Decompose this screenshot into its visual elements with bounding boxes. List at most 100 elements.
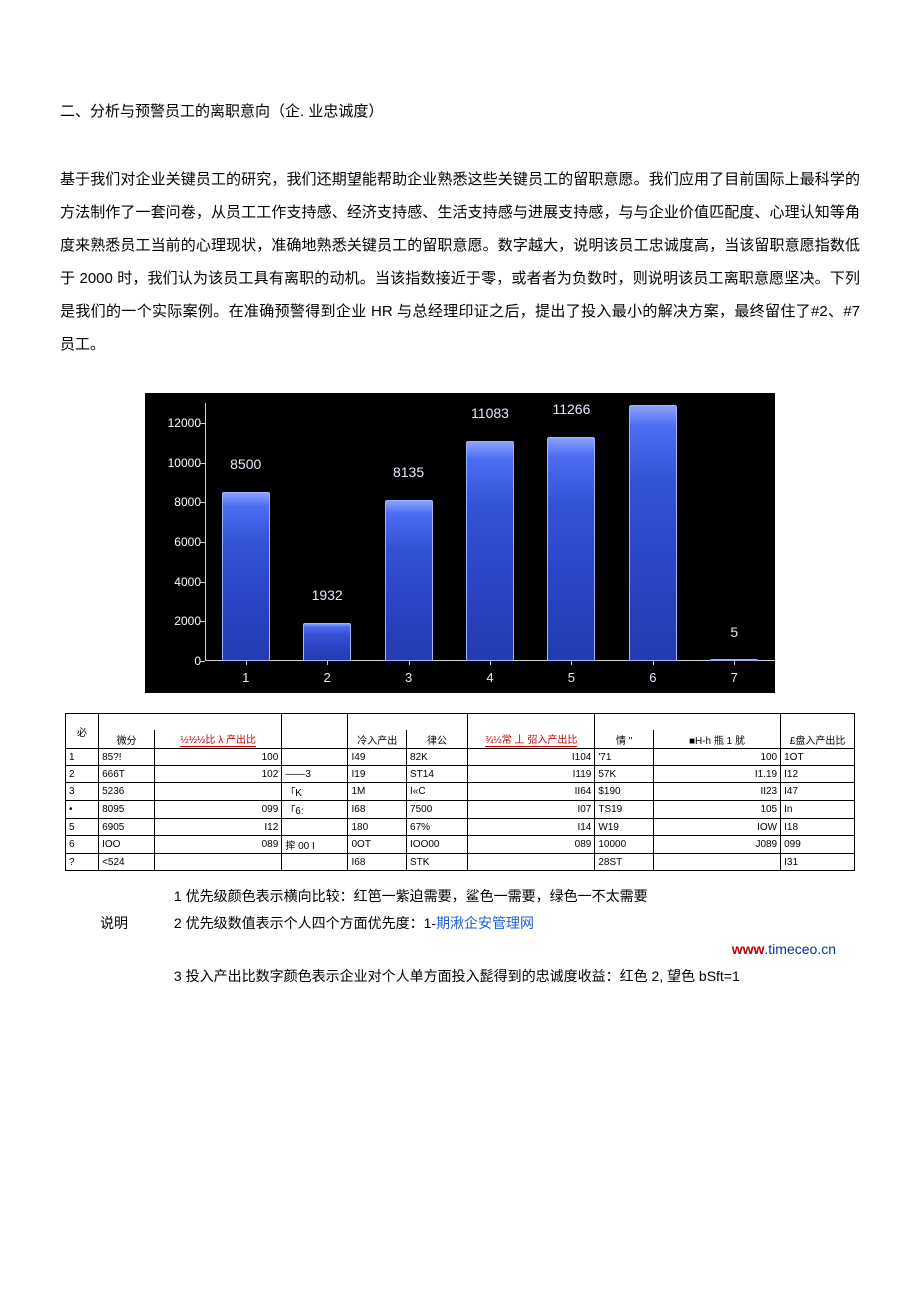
chart-bar xyxy=(385,500,433,661)
table-cell: 099 xyxy=(781,836,855,854)
table-row: •8095099「6:I687500I07TS19105In xyxy=(66,801,855,819)
chart-bar xyxy=(303,623,351,661)
table-cell: 67% xyxy=(407,819,468,836)
table-cell: ST14 xyxy=(407,766,468,783)
table-cell: $190 xyxy=(595,783,654,801)
table-cell: I68 xyxy=(348,801,407,819)
table-cell: J089 xyxy=(653,836,780,854)
chart-bar-value: 8500 xyxy=(230,456,261,474)
analysis-data-table: 必 微分½½½比 λ 产出比冷入产出律公¾½常 丄 弨入产出比情 "■H-h 瓶… xyxy=(65,713,855,871)
url-www: www xyxy=(732,941,765,957)
table-column-header: 情 " xyxy=(595,730,654,749)
table-cell: I68 xyxy=(348,854,407,871)
table-cell: 666T xyxy=(99,766,155,783)
x-tick-label: 4 xyxy=(486,670,493,685)
table-cell: I12 xyxy=(155,819,282,836)
table-cell: IOW xyxy=(653,819,780,836)
table-cell: 102 xyxy=(155,766,282,783)
table-cell xyxy=(468,854,595,871)
table-cell: I12 xyxy=(781,766,855,783)
table-cell: In xyxy=(781,801,855,819)
table-cell: 100 xyxy=(155,749,282,766)
table-cell: TS19 xyxy=(595,801,654,819)
table-cell: 6 xyxy=(66,836,99,854)
table-cell: 180 xyxy=(348,819,407,836)
y-tick-label: 4000 xyxy=(145,575,201,589)
table-cell xyxy=(282,819,348,836)
table-column-header xyxy=(282,730,348,749)
table-cell: 28ST xyxy=(595,854,654,871)
table-cell xyxy=(282,749,348,766)
table-cell: 1 xyxy=(66,749,99,766)
table-cell xyxy=(155,854,282,871)
table-cell: 10000 xyxy=(595,836,654,854)
table-column-header: ½½½比 λ 产出比 xyxy=(155,730,282,749)
url-rest: .timeceo.cn xyxy=(764,941,836,957)
chart-bar-value: 5 xyxy=(730,624,738,642)
chart-bar xyxy=(222,492,270,661)
table-cell: I19 xyxy=(348,766,407,783)
chart-bar xyxy=(466,441,514,661)
chart-bar-value: 11083 xyxy=(471,405,509,423)
site-url[interactable]: www.timeceo.cn xyxy=(100,936,860,963)
table-cell: • xyxy=(66,801,99,819)
table-column-header: 微分 xyxy=(99,730,155,749)
table-cell: '71 xyxy=(595,749,654,766)
y-tick-label: 8000 xyxy=(145,495,201,509)
table-cell: STK xyxy=(407,854,468,871)
legend-line-1: 1 优先级颜色表示横向比较：红笆一紫迫需要，鲨色一需要，绿色一不太需要 xyxy=(174,888,648,904)
table-cell: 「K xyxy=(282,783,348,801)
y-tick-label: 0 xyxy=(145,654,201,668)
table-cell: IOO00 xyxy=(407,836,468,854)
table-row: 35236「K1MI«CII64$190II23I47 xyxy=(66,783,855,801)
x-tick-label: 7 xyxy=(731,670,738,685)
table-column-header: £盘入产出比 xyxy=(781,730,855,749)
legend-line-3: 3 投入产出比数字颜色表示企业对个人单方面投入髭得到的忠诚度收益：红色 2, 望… xyxy=(174,968,740,984)
table-cell: 6905 xyxy=(99,819,155,836)
chart-bar xyxy=(629,405,677,661)
y-tick-label: 12000 xyxy=(145,416,201,430)
retention-index-bar-chart: 8500193281351108311266129215 02000400060… xyxy=(145,393,775,693)
table-cell: I1.19 xyxy=(653,766,780,783)
x-tick-label: 6 xyxy=(649,670,656,685)
table-corner: 必 xyxy=(66,714,99,749)
table-cell: 089 xyxy=(468,836,595,854)
legend-label-shuoming: 说明 xyxy=(100,910,170,937)
table-row: 56905I1218067%I14W19IOWI18 xyxy=(66,819,855,836)
table-cell: I119 xyxy=(468,766,595,783)
table-cell: I14 xyxy=(468,819,595,836)
table-cell: I07 xyxy=(468,801,595,819)
x-tick-label: 1 xyxy=(242,670,249,685)
table-cell: 5236 xyxy=(99,783,155,801)
table-cell: IOO xyxy=(99,836,155,854)
table-cell: II23 xyxy=(653,783,780,801)
chart-plot-area: 8500193281351108311266129215 xyxy=(205,403,775,661)
x-tick-label: 2 xyxy=(324,670,331,685)
table-row: 2666T102——3I19ST14I11957KI1.19I12 xyxy=(66,766,855,783)
table-column-header: ■H-h 瓶 1 肬 xyxy=(653,730,780,749)
table-cell: 5 xyxy=(66,819,99,836)
table-column-header: 律公 xyxy=(407,730,468,749)
table-row: 6IOO089㨓 00 I0OTIOO0008910000J089099 xyxy=(66,836,855,854)
legend-line-2-pre: 2 优先级数值表示个人四个方面优先度：1- xyxy=(174,915,436,931)
table-cell: 089 xyxy=(155,836,282,854)
table-cell: 7500 xyxy=(407,801,468,819)
legend-line-2-link[interactable]: 期湫企安管理网 xyxy=(436,915,534,931)
table-cell: ? xyxy=(66,854,99,871)
chart-bar-value: 1932 xyxy=(312,587,343,605)
table-cell: I«C xyxy=(407,783,468,801)
table-cell: I104 xyxy=(468,749,595,766)
table-row: ?<524 I68STK 28ST I31 xyxy=(66,854,855,871)
table-cell: 2 xyxy=(66,766,99,783)
x-tick-label: 3 xyxy=(405,670,412,685)
section-heading: 二、分析与预警员工的离职意向（企. 业忠诚度） xyxy=(60,100,860,121)
table-cell: 1M xyxy=(348,783,407,801)
table-cell: <524 xyxy=(99,854,155,871)
table-cell: I31 xyxy=(781,854,855,871)
table-cell: II64 xyxy=(468,783,595,801)
table-cell: 85?! xyxy=(99,749,155,766)
y-tick-label: 2000 xyxy=(145,614,201,628)
y-tick-label: 10000 xyxy=(145,456,201,470)
table-cell: ——3 xyxy=(282,766,348,783)
table-legend-notes: 1 优先级颜色表示横向比较：红笆一紫迫需要，鲨色一需要，绿色一不太需要 说明 2… xyxy=(100,883,860,989)
